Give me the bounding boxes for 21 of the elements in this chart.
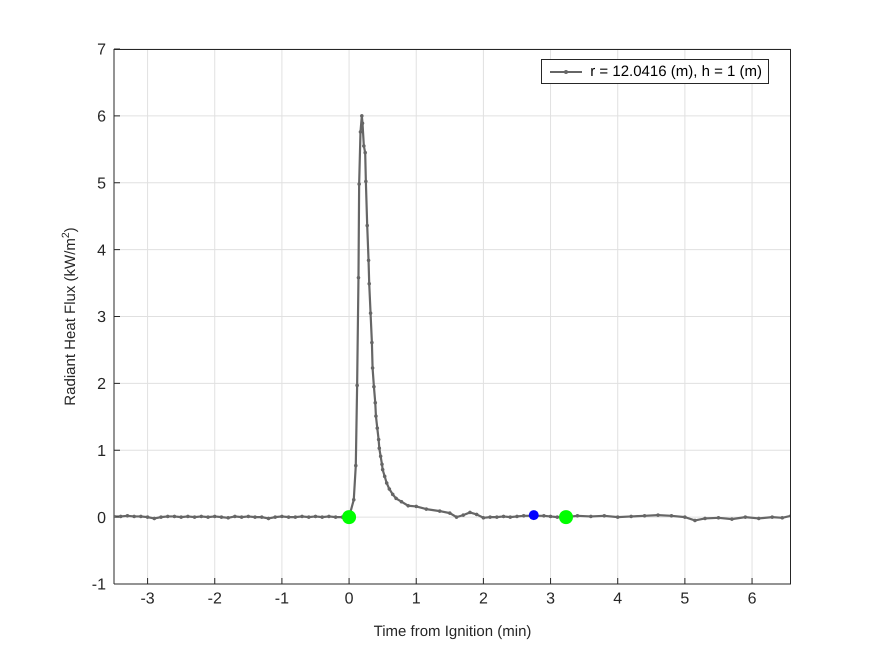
y-tick-label: 3: [97, 309, 106, 326]
y-tick-label: 6: [97, 108, 106, 126]
y-tick-label: 4: [97, 242, 106, 260]
x-tick-label: 4: [613, 590, 622, 608]
y-tick-label: 1: [97, 442, 106, 460]
x-axis-title: Time from Ignition (min): [374, 623, 532, 640]
x-tick-label: -1: [274, 590, 290, 608]
legend-label: r = 12.0416 (m), h = 1 (m): [590, 63, 762, 80]
x-tick-label: 2: [478, 590, 488, 608]
x-tick-label: 6: [748, 590, 757, 608]
y-tick-label: 5: [97, 175, 106, 192]
x-tick-label: -3: [140, 590, 155, 608]
y-tick-label: 7: [97, 42, 106, 59]
x-tick-label: 5: [680, 590, 690, 608]
x-tick-label: -2: [208, 590, 222, 608]
x-tick-label: 1: [412, 590, 421, 608]
y-tick-label: -1: [92, 576, 106, 594]
x-tick-label: 3: [546, 590, 556, 608]
x-tick-label: 0: [344, 590, 354, 608]
y-tick-label: 0: [97, 510, 106, 527]
y-tick-label: 2: [97, 376, 106, 394]
